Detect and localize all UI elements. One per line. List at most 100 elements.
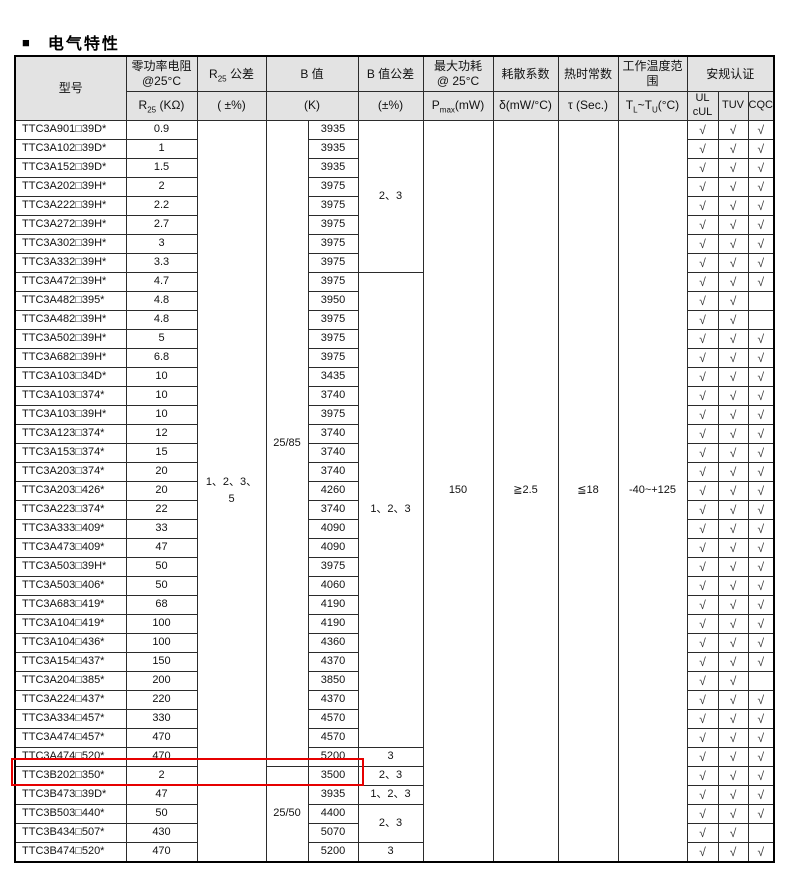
cert-tuv-cell: √ [717, 594, 749, 615]
table-row: TTC3A482□39H* 4.8 3975 √ √ [14, 309, 775, 330]
header-dissipation: 耗散系数 [492, 55, 559, 92]
b-tolerance-cell: 2、3 [357, 803, 424, 843]
cert-cqc-cell [747, 290, 775, 311]
r25-value-cell: 4.8 [125, 309, 198, 330]
header-row-2: R25 (KΩ) ( ±%) (K) (±%) Pmax(mW) δ(mW/°C… [15, 91, 775, 121]
r25-value-cell: 470 [125, 841, 198, 862]
table-row: TTC3A474□457* 470 4570 √ √ √ [14, 727, 775, 748]
table-row: TTC3A302□39H* 3 3975 √ √ √ [14, 233, 775, 254]
cert-tuv-cell: √ [717, 613, 749, 634]
header-ul-line1: UL [695, 92, 710, 104]
b-value-cell: 3975 [307, 252, 359, 273]
cert-ul-cell: √ [686, 214, 719, 235]
table-row: TTC3B474□520* 470 5200 3 √ √ √ [14, 841, 775, 862]
pmax-cell: 150 [422, 119, 494, 862]
b-value-cell: 3975 [307, 404, 359, 425]
b-value-cell: 3740 [307, 423, 359, 444]
b-value-cell: 4360 [307, 632, 359, 653]
r25-value-cell: 2 [125, 176, 198, 197]
model-cell: TTC3A224□437* [14, 689, 127, 710]
cert-tuv-cell: √ [717, 765, 749, 786]
b-value-cell: 4260 [307, 480, 359, 501]
cert-cqc-cell: √ [747, 499, 775, 520]
cert-tuv-cell: √ [717, 138, 749, 159]
cert-ul-cell: √ [686, 195, 719, 216]
model-cell: TTC3A152□39D* [14, 157, 127, 178]
b-value-cell: 3935 [307, 138, 359, 159]
cert-cqc-cell: √ [747, 689, 775, 710]
cert-ul-cell: √ [686, 518, 719, 539]
b-value-cell: 4400 [307, 803, 359, 824]
r25-value-cell: 33 [125, 518, 198, 539]
header-pmax-unit: Pmax(mW) [422, 91, 494, 121]
cert-ul-cell: √ [686, 632, 719, 653]
b-temp-pair-cell: 25/85 [265, 119, 309, 767]
cert-ul-cell: √ [686, 499, 719, 520]
header-r25-unit: R25 (KΩ) [125, 91, 198, 121]
r25-value-cell: 100 [125, 632, 198, 653]
cert-ul-cell: √ [686, 233, 719, 254]
model-cell: TTC3A202□39H* [14, 176, 127, 197]
b-value-cell: 5200 [307, 746, 359, 767]
cert-tuv-cell: √ [717, 290, 749, 311]
cert-ul-cell: √ [686, 727, 719, 748]
b-value-cell: 3975 [307, 233, 359, 254]
r25-value-cell: 2.2 [125, 195, 198, 216]
cert-cqc-cell: √ [747, 651, 775, 672]
b-value-cell: 3975 [307, 214, 359, 235]
cert-cqc-cell: √ [747, 613, 775, 634]
cert-cqc-cell: √ [747, 328, 775, 349]
cert-ul-cell: √ [686, 841, 719, 862]
cert-cqc-cell: √ [747, 157, 775, 178]
model-cell: TTC3A334□457* [14, 708, 127, 729]
table-row: TTC3B202□350* 2 25/50 3500 2、3 √ √ √ [14, 765, 775, 862]
temp-range-cell: -40~+125 [617, 119, 688, 862]
b-value-cell: 3950 [307, 290, 359, 311]
cert-ul-cell: √ [686, 670, 719, 691]
model-cell: TTC3A502□39H* [14, 328, 127, 349]
b-value-cell: 3740 [307, 442, 359, 463]
table-row: TTC3A683□419* 68 4190 √ √ √ [14, 594, 775, 615]
cert-ul-cell: √ [686, 404, 719, 425]
cert-tuv-cell: √ [717, 746, 749, 767]
r25-value-cell: 10 [125, 404, 198, 425]
cert-ul-cell: √ [686, 385, 719, 406]
r25-value-cell: 3.3 [125, 252, 198, 273]
r25-value-cell: 4.7 [125, 271, 198, 292]
cert-tuv-cell: √ [717, 822, 749, 843]
cert-tuv-cell: √ [717, 366, 749, 387]
table-row: TTC3B503□440* 50 4400 2、3 √ √ √ [14, 803, 775, 843]
r25-value-cell: 1.5 [125, 157, 198, 178]
table-header: 型号 零功率电阻 @25°C R25 公差 B 值 B 值公差 最大功耗 @ 2… [14, 55, 775, 121]
table-row: TTC3A224□437* 220 4370 √ √ √ [14, 689, 775, 710]
cert-tuv-cell: √ [717, 328, 749, 349]
r25-value-cell: 50 [125, 575, 198, 596]
table-row: TTC3A202□39H* 2 3975 √ √ √ [14, 176, 775, 197]
cert-tuv-cell: √ [717, 632, 749, 653]
header-ul-line2: cUL [692, 105, 713, 118]
model-cell: TTC3A682□39H* [14, 347, 127, 368]
table-row: TTC3B434□507* 430 5070 √ √ [14, 822, 775, 843]
cert-cqc-cell: √ [747, 138, 775, 159]
model-cell: TTC3A473□409* [14, 537, 127, 558]
header-b-value: B 值 [265, 55, 359, 92]
model-cell: TTC3A503□406* [14, 575, 127, 596]
cert-cqc-cell: √ [747, 556, 775, 577]
electrical-characteristics-table: 型号 零功率电阻 @25°C R25 公差 B 值 B 值公差 最大功耗 @ 2… [14, 55, 775, 863]
model-cell: TTC3A482□39H* [14, 309, 127, 330]
cert-cqc-cell: √ [747, 594, 775, 615]
electrical-characteristics-table-wrap: 型号 零功率电阻 @25°C R25 公差 B 值 B 值公差 最大功耗 @ 2… [11, 55, 775, 863]
cert-ul-cell: √ [686, 708, 719, 729]
cert-ul-cell: √ [686, 157, 719, 178]
header-model: 型号 [14, 55, 127, 121]
cert-cqc-cell: √ [747, 347, 775, 368]
cert-ul-cell: √ [686, 138, 719, 159]
cert-tuv-cell: √ [717, 841, 749, 862]
header-r25-tolerance: R25 公差 [196, 55, 267, 92]
table-row: TTC3A503□39H* 50 3975 √ √ √ [14, 556, 775, 577]
cert-ul-cell: √ [686, 746, 719, 767]
r25-value-cell: 4.8 [125, 290, 198, 311]
header-thermal-time-unit: τ (Sec.) [557, 91, 619, 121]
r25-value-cell: 47 [125, 784, 198, 805]
table-row: TTC3A154□437* 150 4370 √ √ √ [14, 651, 775, 672]
